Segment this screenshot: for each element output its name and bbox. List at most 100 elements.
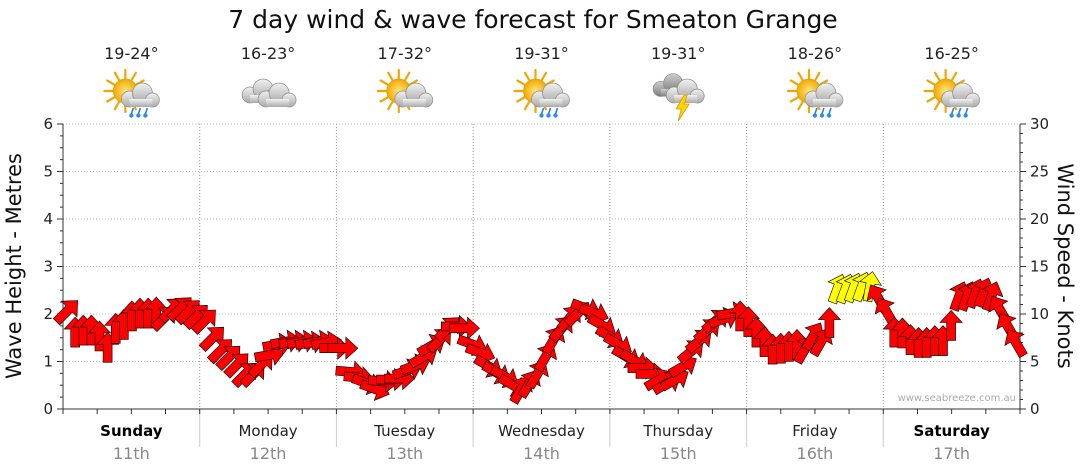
day-label: Sunday [100,422,163,440]
left-tick-label: 2 [43,305,53,323]
right-tick-label: 30 [1030,115,1049,133]
thunderstorm-icon [652,73,705,122]
sun-ray [106,79,116,86]
sun-ray [934,71,941,81]
sun-ray [387,101,394,111]
rain-drop [812,113,818,118]
temperature-label: 18-26° [788,44,843,63]
rain-drop [826,113,832,118]
day-label: Saturday [913,422,990,440]
wind-arrow [52,300,79,326]
cloudy-icon [241,78,297,108]
lightning-bolt [675,94,690,122]
left-tick-label: 0 [43,400,53,418]
rain-streak [964,107,969,115]
rain-streak [130,107,135,115]
sun-ray [797,101,804,111]
sun-ray [814,71,821,81]
rain-streak [554,107,559,115]
sun-ray [797,71,804,81]
rain-drop [819,113,825,118]
right-tick-label: 10 [1030,305,1049,323]
cloud [941,82,980,108]
sun-ray [789,79,799,86]
rain-streak [540,107,545,115]
day-headers: 19-24° 16-23° 17-32° 19-31° 19-31° 18-26° 16-2… [103,44,980,122]
cloud-base [539,99,563,107]
rain-drop [143,113,148,118]
sun-ray [951,71,958,81]
sun-ray [113,101,120,111]
rain-drop [956,113,961,118]
date-label: 16th [797,444,834,463]
sun-ray [379,96,389,103]
date-label: 12th [250,444,287,463]
sun-ray [404,71,411,81]
right-tick-label: 15 [1030,258,1049,276]
date-label: 17th [933,444,970,463]
sun-ray [379,79,389,86]
sun-ray [387,71,394,81]
day-label: Friday [792,422,838,440]
date-label: 14th [523,444,560,463]
date-label: 11th [113,444,150,463]
temperature-label: 19-31° [651,44,706,63]
x-axis-labels: Sunday 11th Monday 12th Tuesday 13th Wednesday… [62,409,1021,463]
rain-streak [814,107,818,115]
right-tick-label: 20 [1030,210,1049,228]
day-label: Wednesday [498,422,585,440]
temperature-label: 19-24° [104,44,159,63]
right-tick-label: 0 [1030,400,1040,418]
partly-cloudy-showers-icon [103,68,160,118]
left-tick-label: 5 [43,163,53,181]
rain-streak [957,107,962,115]
cloud [665,78,705,104]
day-label: Monday [238,422,297,440]
temperature-label: 16-23° [241,44,296,63]
temperature-label: 17-32° [378,44,433,63]
right-axis-label: Wind Speed - Knots [1053,163,1077,368]
credit-text: www.seabreeze.com.au [898,393,1016,404]
rain-streak [950,107,955,115]
sun-ray [516,79,526,86]
partly-cloudy-icon [376,68,434,114]
day-label: Thursday [642,422,713,440]
partly-cloudy-showers-icon [786,68,844,118]
cloud-base [266,99,290,107]
wind-arrow [87,320,112,352]
wind-arrows [52,271,1028,405]
wind-arrow [1004,329,1028,359]
temperature-label: 19-31° [514,44,569,63]
sun-ray [106,96,116,103]
rain-drop [546,113,551,118]
rain-drop [963,113,968,118]
left-tick-label: 6 [43,115,53,133]
cloud [121,82,160,108]
sun-ray [926,96,936,103]
date-label: 13th [386,444,423,463]
sun-ray [113,71,120,81]
rain-streak [828,107,832,115]
cloud-base [949,99,973,107]
left-axis-label: Wave Height - Metres [2,153,26,379]
wind-arrow [939,309,963,341]
cloud-base [129,99,153,107]
partly-cloudy-showers-icon [923,68,980,118]
right-axis: 0 5 10 15 20 25 30 [1020,115,1049,418]
rain-drop [539,113,544,118]
left-axis: 0 1 2 3 4 5 6 [43,115,63,418]
chart-title: 7 day wind & wave forecast for Smeaton G… [228,5,837,34]
temperature-label: 16-25° [924,44,979,63]
rain-streak [821,107,825,115]
cloud [257,82,297,108]
rain-streak [144,107,149,115]
left-tick-label: 1 [43,353,53,371]
sun-ray [516,96,526,103]
sun-ray [926,79,936,86]
sun-ray [523,101,531,111]
sun-ray [540,71,548,81]
sun-ray [523,71,531,81]
right-tick-label: 5 [1030,353,1040,371]
cloud-base [812,99,836,107]
rain-drop [553,113,558,118]
